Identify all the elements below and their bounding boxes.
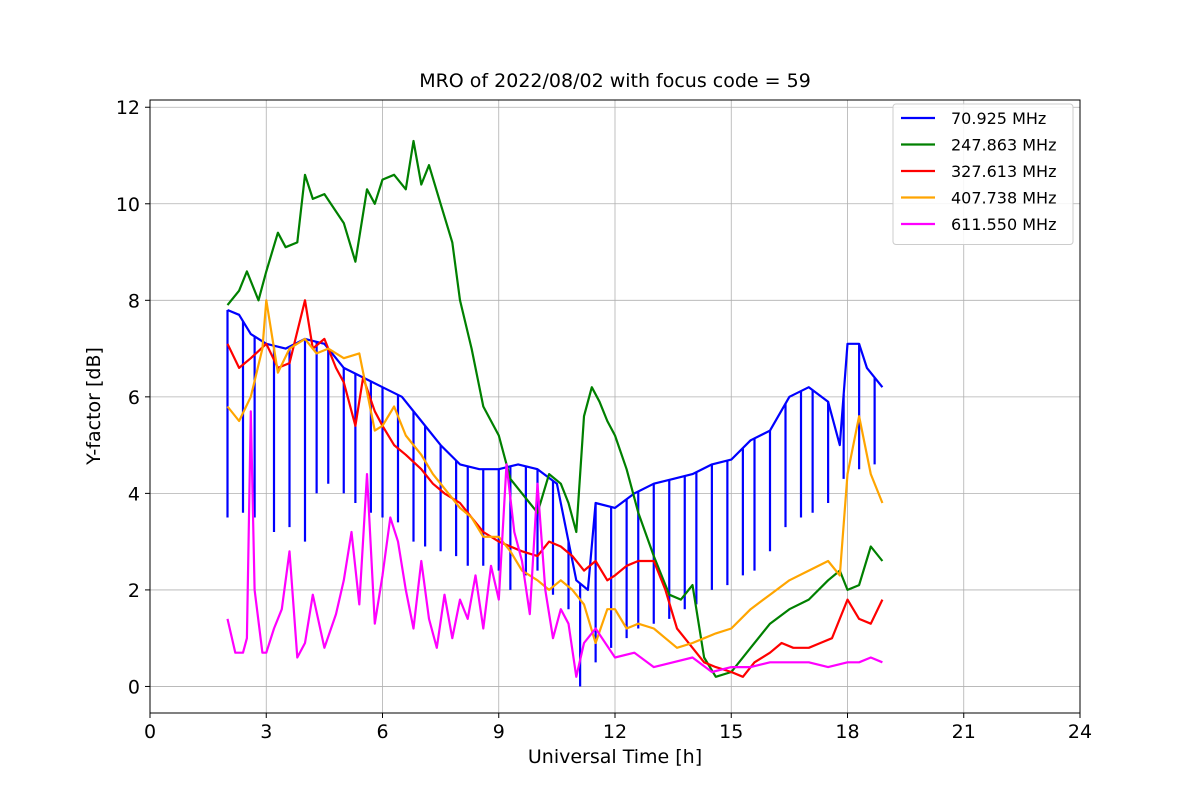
legend: 70.925 MHz 247.863 MHz 327.613 MHz 407.738 …: [892, 103, 1074, 245]
series-line-247-863-mhz: [226, 139, 884, 678]
legend-label: 327.613 MHz: [951, 162, 1056, 181]
legend-label: 247.863 MHz: [951, 136, 1056, 155]
x-tick-label: 15: [719, 721, 743, 743]
x-axis-label: Universal Time [h]: [528, 746, 702, 768]
series-line-70-925-mhz: [227, 308, 884, 592]
x-tick-label: 0: [144, 721, 156, 743]
y-tick-label: 6: [128, 387, 140, 409]
x-tick-label: 3: [260, 721, 272, 743]
y-axis-ticks: 0 2 4 6 8 10 12: [116, 97, 150, 698]
x-tick-label: 9: [493, 721, 505, 743]
legend-label: 407.738 MHz: [951, 189, 1056, 208]
x-axis-ticks: 0 3 6 9 12 15 18 21 24: [144, 713, 1092, 743]
x-tick-label: 21: [952, 721, 976, 743]
y-tick-label: 8: [128, 290, 140, 312]
y-axis-label: Y-factor [dB]: [83, 347, 105, 466]
y-tick-label: 4: [128, 483, 140, 505]
x-tick-label: 18: [835, 721, 859, 743]
legend-box: [892, 103, 1074, 245]
series-line-327-613-mhz: [226, 299, 884, 678]
series-line-407-738-mhz: [226, 299, 884, 649]
y-tick-label: 2: [128, 580, 140, 602]
y-tick-label: 0: [128, 676, 140, 698]
x-tick-label: 12: [603, 721, 627, 743]
chart-title: MRO of 2022/08/02 with focus code = 59: [419, 70, 811, 92]
x-tick-label: 6: [376, 721, 388, 743]
x-tick-label: 24: [1068, 721, 1092, 743]
y-tick-label: 10: [116, 194, 140, 216]
series-layer: [226, 139, 884, 687]
legend-label: 70.925 MHz: [951, 109, 1046, 128]
y-tick-label: 12: [116, 97, 140, 119]
legend-label: 611.550 MHz: [951, 215, 1056, 234]
series-line-611-550-mhz: [226, 410, 883, 678]
